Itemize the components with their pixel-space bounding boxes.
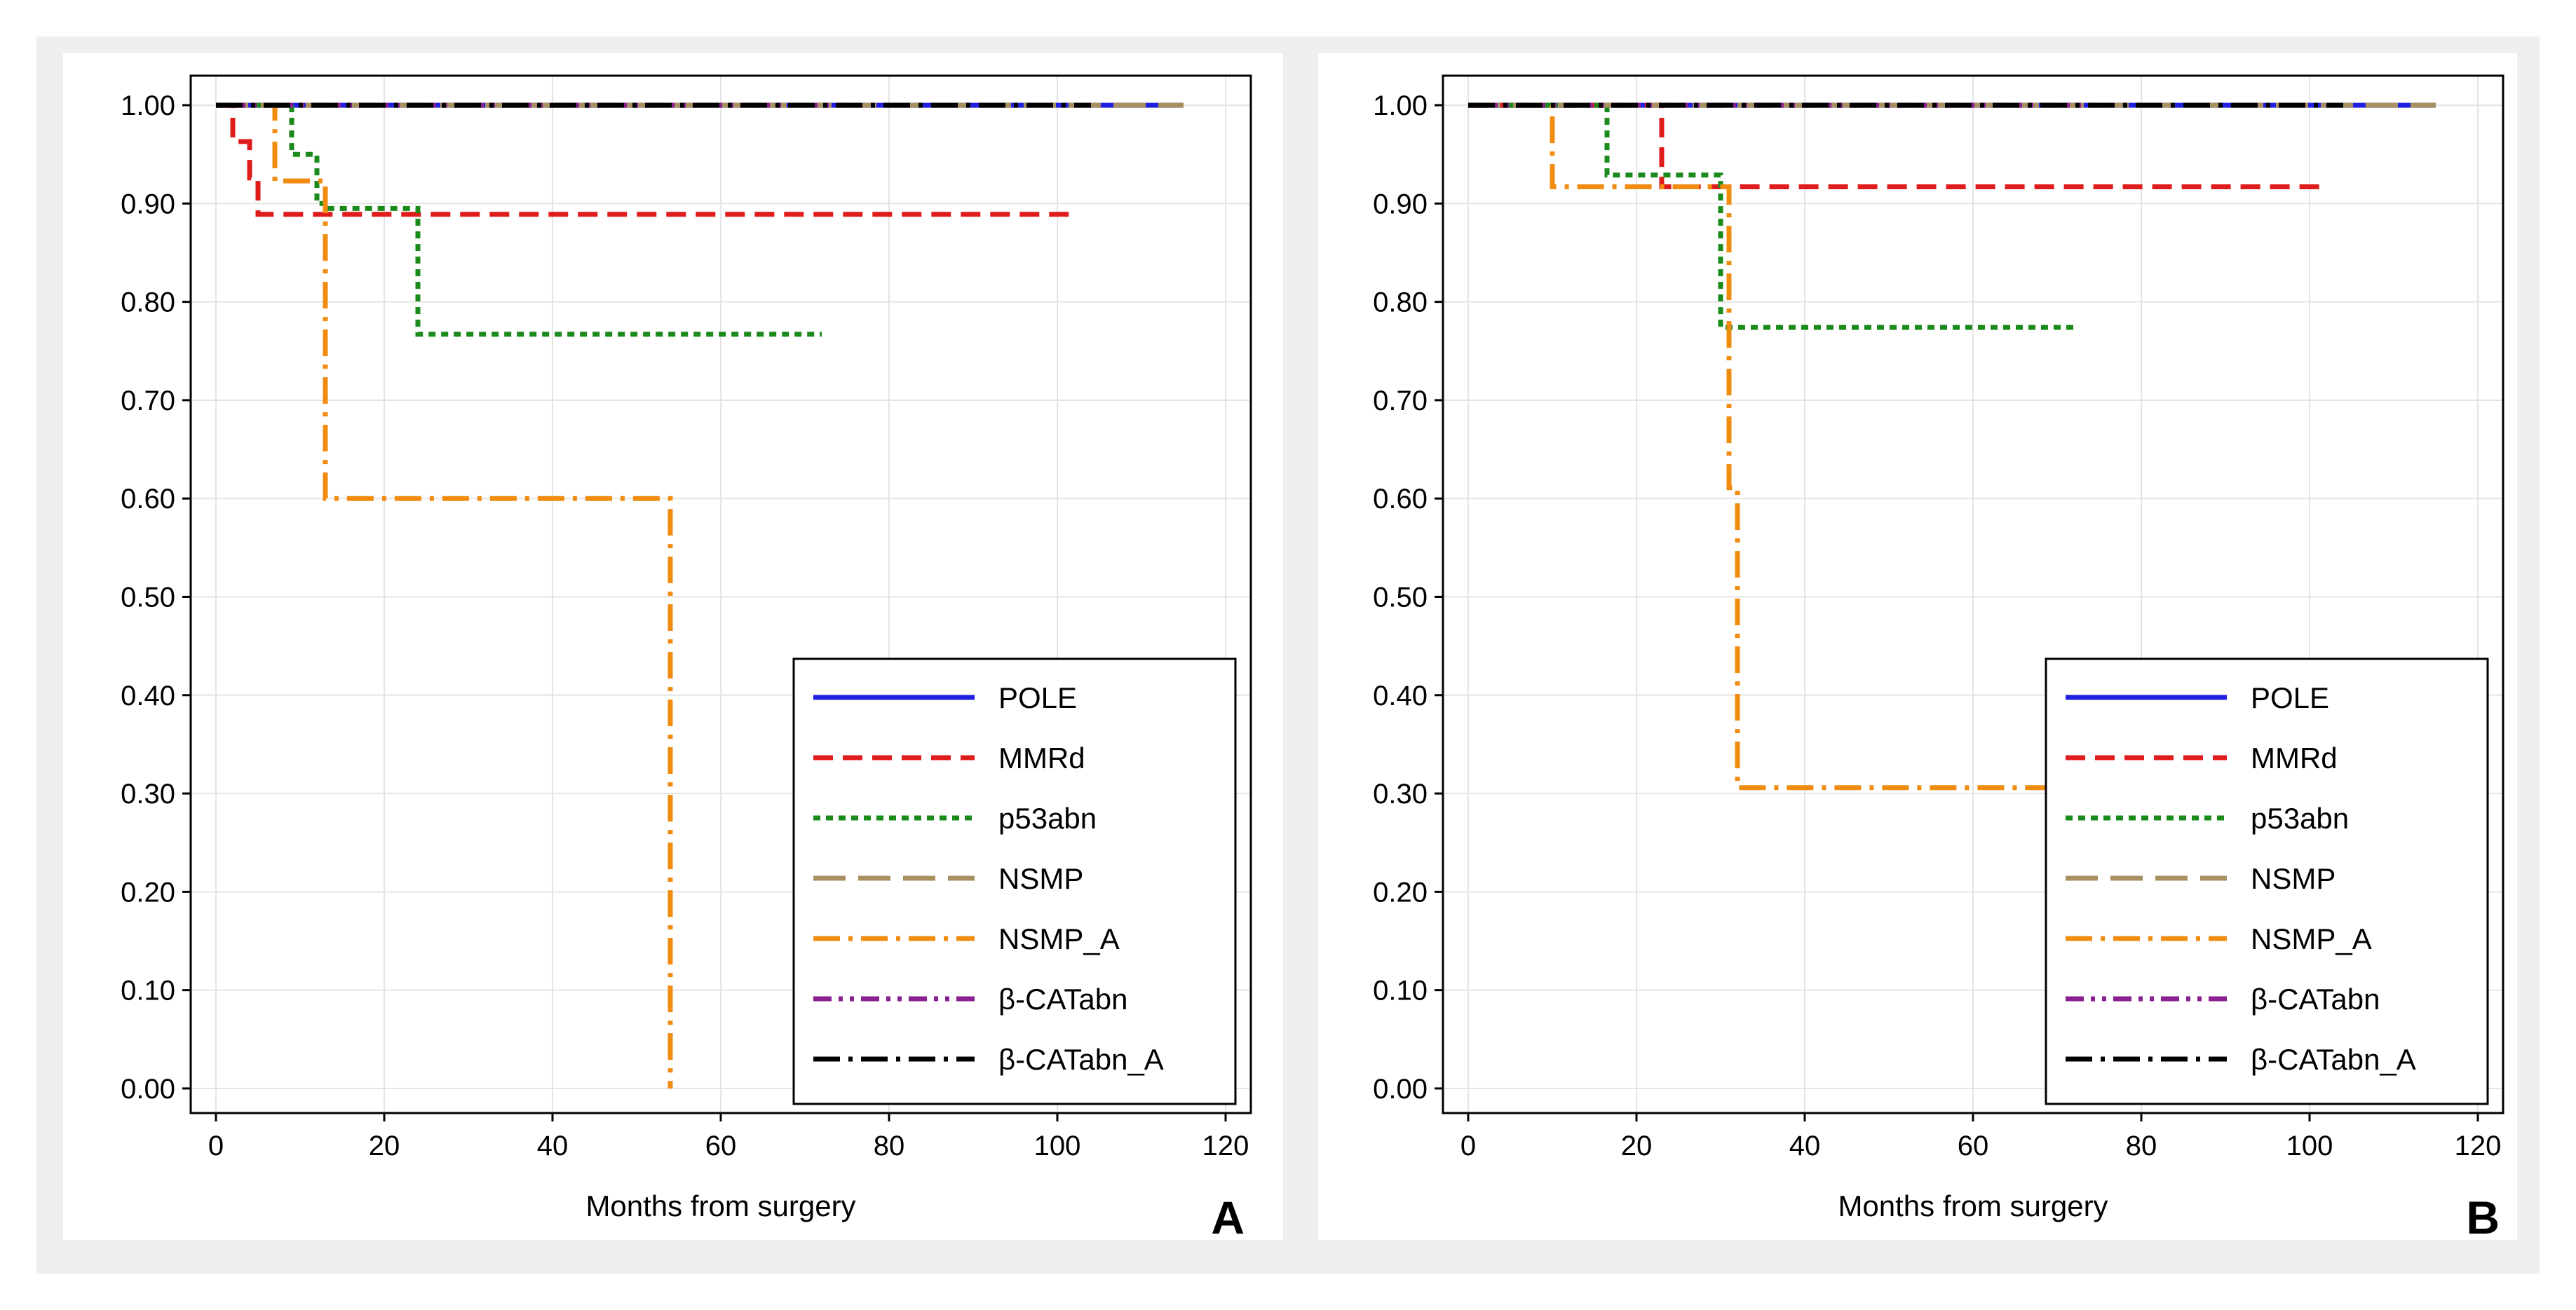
legend-entry-label: POLE: [998, 681, 1077, 714]
panel-a-legend: POLE MMRd p53abn NSMP NSMP_A β-CATabn β-CATabn…: [792, 657, 1237, 1105]
x-tick-label: 120: [2455, 1131, 2502, 1161]
legend-entry-label: β-CATabn: [998, 983, 1127, 1016]
legend-box: [792, 657, 1237, 1105]
y-tick-label: 0.30: [1373, 779, 1428, 810]
y-tick-label: 1.00: [121, 90, 175, 121]
panel-b-x-ticks: 0 20 40 60 80 100 120: [1460, 1113, 2502, 1161]
y-tick-label: 0.50: [1373, 582, 1428, 613]
panel-b-legend: POLE MMRd p53abn NSMP NSMP_A β-CATabn β-CATabn…: [2045, 657, 2489, 1105]
panel-b-label: B: [2466, 1192, 2500, 1243]
panel-b: 0.00 0.10 0.20 0.30 0.40 0.50 0.60 0.70 0.80 0.90…: [1318, 53, 2517, 1243]
legend-entry-label: p53abn: [998, 802, 1097, 835]
panel-b-y-ticks: 0.00 0.10 0.20 0.30 0.40 0.50 0.60 0.70 0.80 0.90…: [1373, 90, 1443, 1105]
y-tick-label: 0.70: [1373, 386, 1428, 416]
panel-a-label: A: [1211, 1192, 1245, 1243]
y-tick-label: 0.00: [121, 1074, 175, 1105]
y-tick-label: 0.40: [1373, 681, 1428, 711]
y-tick-label: 0.50: [121, 582, 175, 613]
y-tick-label: 0.70: [121, 386, 175, 416]
legend-entry-label: MMRd: [2251, 742, 2338, 775]
panel-a: 0.00 0.10 0.20 0.30 0.40 0.50 0.60 0.70 0.80 0.90…: [63, 53, 1283, 1243]
legend-entry-label: β-CATabn_A: [2251, 1043, 2416, 1076]
panel-a-series: [216, 102, 1184, 1089]
panel-a-x-ticks: 0 20 40 60 80 100 120: [208, 1113, 1249, 1161]
y-tick-label: 0.60: [1373, 484, 1428, 514]
x-tick-label: 80: [874, 1131, 905, 1161]
panel-b-x-axis-label: Months from surgery: [1838, 1189, 2108, 1222]
x-tick-label: 40: [1789, 1131, 1821, 1161]
y-tick-label: 0.00: [1373, 1074, 1428, 1105]
y-tick-label: 0.90: [121, 189, 175, 219]
panel-a-x-axis-label: Months from surgery: [585, 1189, 855, 1222]
y-tick-label: 0.30: [121, 779, 175, 810]
x-tick-label: 40: [537, 1131, 569, 1161]
x-tick-label: 60: [705, 1131, 737, 1161]
legend-entry-label: NSMP_A: [998, 922, 1120, 955]
y-tick-label: 0.80: [1373, 287, 1428, 318]
y-tick-label: 0.10: [1373, 976, 1428, 1007]
series-line-nsmp-a: [1468, 102, 2057, 791]
panel-b-series: [1468, 102, 2436, 791]
y-tick-label: 0.20: [1373, 877, 1428, 908]
x-tick-label: 100: [2286, 1131, 2333, 1161]
y-tick-label: 0.80: [121, 287, 175, 318]
x-tick-label: 20: [369, 1131, 400, 1161]
x-tick-label: 80: [2126, 1131, 2157, 1161]
legend-entry-label: β-CATabn: [2251, 983, 2380, 1016]
x-tick-label: 0: [208, 1131, 224, 1161]
y-tick-label: 0.90: [1373, 189, 1428, 219]
y-tick-label: 1.00: [1373, 90, 1428, 121]
y-tick-label: 0.60: [121, 484, 175, 514]
legend-entry-label: p53abn: [2251, 802, 2349, 835]
y-tick-label: 0.10: [121, 976, 175, 1007]
legend-entry-label: POLE: [2251, 681, 2329, 714]
x-tick-label: 100: [1034, 1131, 1081, 1161]
x-tick-label: 60: [1958, 1131, 1989, 1161]
y-tick-label: 0.40: [121, 681, 175, 711]
y-tick-label: 0.20: [121, 877, 175, 908]
panel-a-y-ticks: 0.00 0.10 0.20 0.30 0.40 0.50 0.60 0.70 0.80 0.90…: [121, 90, 191, 1105]
legend-entry-label: MMRd: [998, 742, 1085, 775]
x-tick-label: 0: [1460, 1131, 1476, 1161]
x-tick-label: 120: [1202, 1131, 1249, 1161]
legend-entry-label: β-CATabn_A: [998, 1043, 1164, 1076]
legend-box: [2045, 657, 2489, 1105]
x-tick-label: 20: [1621, 1131, 1653, 1161]
legend-entry-label: NSMP_A: [2251, 922, 2372, 955]
series-line-p53abn: [216, 102, 822, 337]
legend-entry-label: NSMP: [2251, 862, 2336, 895]
legend-entry-label: NSMP: [998, 862, 1083, 895]
